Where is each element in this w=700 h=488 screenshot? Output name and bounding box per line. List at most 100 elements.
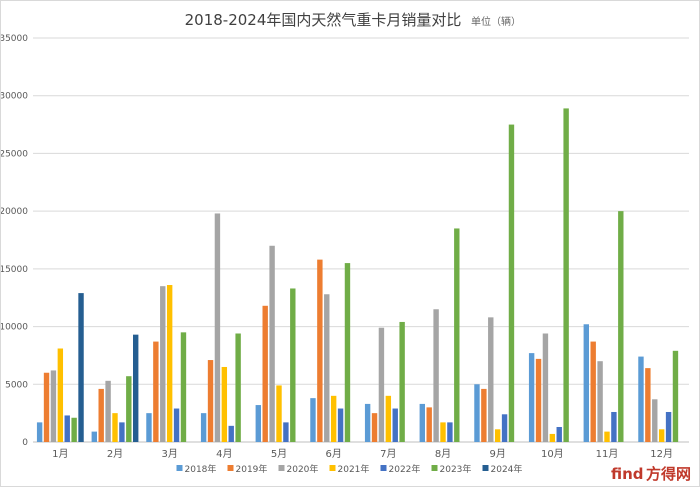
- bar-2020年-5月: [269, 245, 275, 442]
- legend-swatch: [482, 465, 489, 471]
- bar-2021年-8月: [440, 422, 446, 442]
- legend-swatch: [329, 465, 336, 471]
- bar-2023年-3月: [180, 332, 187, 442]
- bar-2022年-10月: [556, 426, 562, 442]
- bar-2021年-6月: [330, 395, 337, 442]
- x-axis-ticks: 1月 2月 3月 4月 5月 6月 7月 8月 9月 10月 11月 12月: [52, 448, 673, 460]
- bar-2023年-2月: [126, 376, 132, 442]
- bar-2019年-7月: [371, 413, 378, 442]
- bar-2020年-10月: [542, 333, 549, 442]
- legend-swatch: [278, 465, 285, 471]
- bar-2019年-2月: [98, 388, 104, 442]
- bar-2020年-4月: [214, 213, 221, 442]
- x-tick-label: 3月: [161, 448, 177, 460]
- y-axis-ticks: 0 5000 10000 15000 20000 25000 30000 35000: [1, 34, 28, 448]
- legend-label: 2021年: [338, 463, 370, 475]
- bar-2018年-8月: [419, 403, 425, 442]
- x-tick-label: 1月: [52, 448, 68, 460]
- y-tick-label: 5000: [5, 380, 28, 390]
- bar-2021年-7月: [385, 395, 392, 442]
- legend-label: 2022年: [389, 463, 421, 475]
- bar-2024年-2月: [133, 334, 139, 442]
- bar-2019年-8月: [426, 407, 432, 442]
- x-tick-label: 8月: [435, 448, 451, 460]
- legend-swatch: [380, 465, 387, 471]
- watermark-text: 方得网: [646, 465, 691, 483]
- bar-2018年-1月: [36, 422, 43, 442]
- unit-label: 单位（辆）: [471, 15, 521, 28]
- bar-2020年-9月: [488, 317, 494, 442]
- bar-2019年-1月: [43, 372, 50, 442]
- bar-2022年-7月: [392, 408, 398, 442]
- bar-2018年-5月: [255, 405, 261, 442]
- legend: 2018年 2019年 2020年 2021年 2022年 2023年 2024年: [176, 463, 523, 475]
- bar-2023年-12月: [672, 350, 679, 442]
- y-tick-label: 0: [22, 438, 28, 448]
- bar-2018年-9月: [474, 384, 480, 442]
- legend-swatch: [431, 465, 438, 471]
- bar-2021年-2月: [112, 413, 118, 442]
- x-tick-label: 7月: [380, 448, 396, 460]
- bar-2023年-7月: [399, 321, 405, 442]
- bar-2022年-8月: [447, 422, 453, 442]
- legend-label: 2019年: [236, 463, 268, 475]
- bar-2022年-11月: [611, 411, 617, 442]
- bar-2021年-9月: [494, 429, 501, 442]
- x-tick-label: 2月: [107, 448, 123, 460]
- bar-2019年-10月: [535, 358, 542, 442]
- x-tick-label: 6月: [325, 448, 341, 460]
- legend-label: 2024年: [491, 463, 523, 475]
- watermark-logo: find 方得网: [611, 465, 691, 483]
- legend-label: 2018年: [185, 463, 217, 475]
- bar-2023年-10月: [563, 108, 569, 442]
- x-tick-label: 4月: [216, 448, 232, 460]
- x-tick-label: 12月: [650, 448, 673, 460]
- bar-2020年-1月: [50, 370, 57, 442]
- y-tick-label: 35000: [1, 34, 28, 44]
- bar-2020年-11月: [597, 361, 603, 442]
- bar-2022年-9月: [501, 414, 508, 442]
- bar-2019年-9月: [481, 388, 487, 442]
- bar-2019年-6月: [317, 259, 323, 442]
- x-tick-label: 11月: [596, 448, 619, 460]
- x-tick-label: 9月: [489, 448, 505, 460]
- bar-2019年-11月: [590, 341, 596, 442]
- x-tick-label: 10月: [541, 448, 564, 460]
- bar-2022年-6月: [337, 408, 344, 442]
- bar-2020年-6月: [324, 294, 330, 442]
- bar-2018年-6月: [310, 398, 316, 442]
- legend-swatch: [227, 465, 234, 471]
- bar-2020年-8月: [433, 309, 439, 442]
- bar-2022年-3月: [173, 408, 180, 442]
- bar-2024年-1月: [78, 293, 84, 442]
- y-tick-label: 30000: [1, 92, 28, 102]
- bar-2023年-8月: [454, 228, 460, 442]
- bar-2020年-12月: [652, 399, 658, 442]
- y-tick-label: 25000: [1, 149, 28, 159]
- bar-2019年-4月: [207, 360, 214, 442]
- bar-2018年-4月: [200, 413, 207, 442]
- bar-2020年-7月: [378, 327, 385, 442]
- bar-2023年-9月: [508, 124, 515, 443]
- bar-2018年-3月: [146, 413, 152, 442]
- watermark-logo-letters: find: [611, 465, 644, 483]
- bar-2021年-4月: [221, 366, 228, 442]
- bar-2023年-11月: [618, 211, 624, 442]
- bar-2021年-5月: [276, 385, 282, 442]
- bar-2019年-12月: [645, 368, 651, 442]
- bar-2022年-4月: [228, 425, 234, 442]
- x-tick-label: 5月: [271, 448, 287, 460]
- legend-label: 2023年: [440, 463, 472, 475]
- y-tick-label: 15000: [1, 265, 28, 275]
- bars: [36, 108, 679, 443]
- bar-2021年-12月: [658, 429, 665, 442]
- bar-2018年-12月: [638, 356, 644, 442]
- bar-2019年-5月: [262, 305, 268, 442]
- bar-2023年-4月: [235, 333, 241, 442]
- bar-2020年-2月: [105, 380, 111, 442]
- bar-2018年-2月: [91, 431, 97, 442]
- grid-layer: [33, 37, 689, 443]
- y-tick-label: 10000: [1, 323, 28, 333]
- legend-swatch: [176, 465, 183, 471]
